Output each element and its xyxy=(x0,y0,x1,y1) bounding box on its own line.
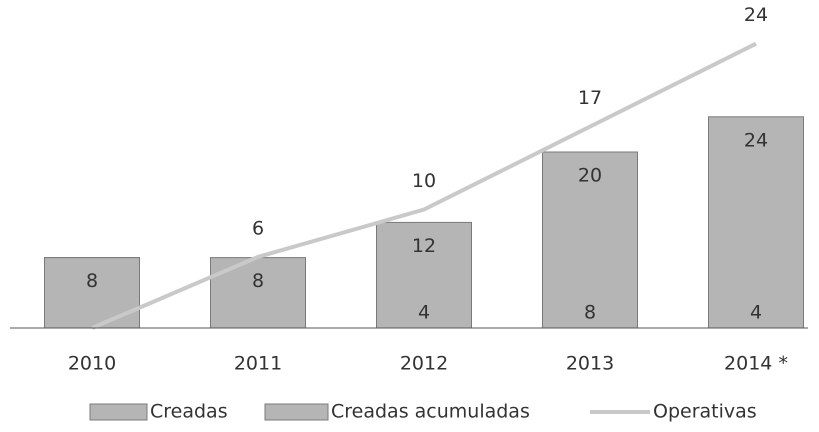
data-label: 6 xyxy=(252,217,264,239)
bar xyxy=(44,257,140,329)
x-tick-label: 2012 xyxy=(400,353,448,375)
bar xyxy=(210,257,306,329)
data-label: 17 xyxy=(578,87,602,109)
legend-label: Operativas xyxy=(653,401,757,423)
x-tick-label: 2010 xyxy=(68,353,116,375)
data-label: 24 xyxy=(744,129,768,151)
legend-label: Creadas xyxy=(150,401,228,423)
data-label: 12 xyxy=(412,235,436,257)
legend-swatch xyxy=(264,403,329,421)
line xyxy=(91,41,757,330)
data-label: 8 xyxy=(252,270,264,292)
x-tick-label: 2013 xyxy=(566,353,614,375)
data-label: 4 xyxy=(750,302,762,324)
data-label: 4 xyxy=(418,302,430,324)
bar xyxy=(542,151,638,329)
data-label: 8 xyxy=(86,270,98,292)
data-label: 24 xyxy=(744,4,768,26)
legend-label: Creadas acumuladas xyxy=(331,401,530,423)
data-label: 8 xyxy=(584,302,596,324)
data-label: 10 xyxy=(412,170,436,192)
x-tick-label: 2011 xyxy=(234,353,282,375)
legend-swatch xyxy=(89,403,148,421)
x-tick-label: 2014 * xyxy=(724,353,788,375)
bar xyxy=(376,221,472,329)
data-label: 20 xyxy=(578,165,602,187)
